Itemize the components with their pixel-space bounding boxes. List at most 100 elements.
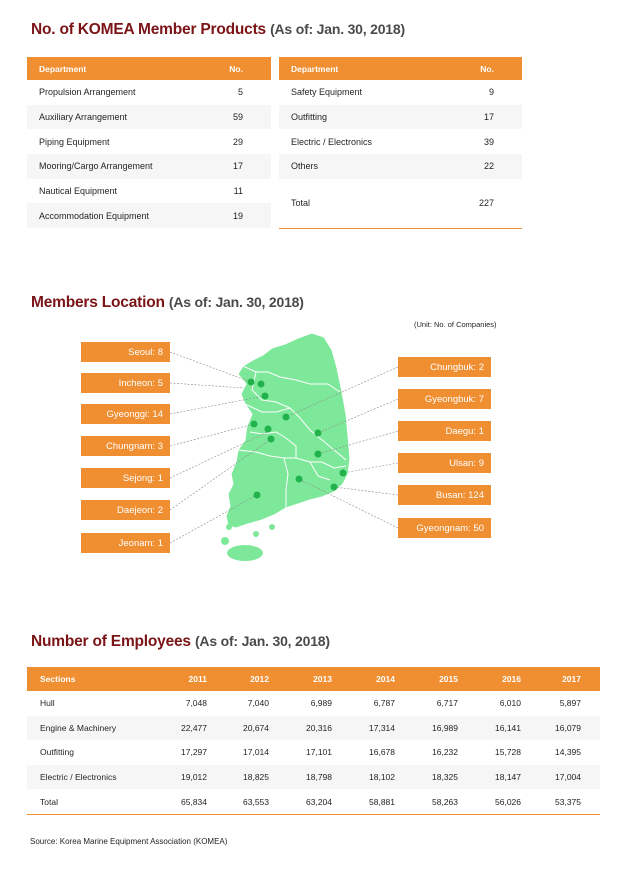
island-shape: [226, 524, 232, 530]
leader-line-sejong: [169, 429, 273, 479]
value-cell: 16,678: [369, 747, 395, 758]
employees-table: Sections 2011 2012 2013 2014 2015 2016 2…: [27, 667, 600, 815]
leader-line-chungnam: [169, 423, 255, 447]
table-row: Piping Equipment 29: [27, 129, 271, 154]
header-year: 2012: [250, 674, 269, 684]
marker-jeonam: [253, 491, 261, 499]
value-cell: 18,825: [243, 772, 269, 783]
value-cell: 17,004: [555, 772, 581, 783]
total-value: 227: [478, 198, 494, 209]
count-cell: 17: [232, 161, 243, 172]
table-header: Sections 2011 2012 2013 2014 2015 2016 2…: [27, 667, 600, 691]
leader-line-ulsan: [342, 462, 399, 474]
value-cell: 17,314: [369, 722, 395, 733]
value-cell: 56,026: [495, 796, 521, 807]
value-cell: 20,674: [243, 722, 269, 733]
location-title-text: Members Location: [31, 294, 165, 311]
header-department: Department: [39, 63, 87, 74]
table-row: Accommodation Equipment 19: [27, 203, 271, 229]
value-cell: 6,010: [499, 698, 521, 709]
count-cell: 39: [483, 136, 494, 147]
label-gyeongbuk: Gyeongbuk: 7: [398, 389, 491, 409]
leader-line-jeonam: [169, 494, 258, 544]
dept-cell: Piping Equipment: [39, 136, 110, 147]
value-cell: 6,717: [436, 698, 458, 709]
marker-daegu: [314, 450, 322, 458]
table-row: Auxiliary Arrangement 59: [27, 104, 271, 130]
count-cell: 59: [232, 112, 243, 123]
header-year: 2014: [376, 674, 395, 684]
location-as-of: (As of: Jan. 30, 2018): [168, 294, 304, 310]
value-cell: 18,147: [495, 772, 521, 783]
count-cell: 22: [483, 161, 494, 172]
dept-cell: Safety Equipment: [291, 87, 363, 98]
header-year: 2011: [188, 674, 207, 684]
leader-line-gyeonggi: [169, 395, 265, 415]
value-cell: 53,375: [555, 796, 581, 807]
label-ulsan: Ulsan: 9: [398, 453, 491, 473]
table-row: Hull 7,048 7,040 6,989 6,787 6,717 6,010…: [27, 691, 600, 716]
value-cell: 18,102: [369, 772, 395, 783]
marker-chungnam: [250, 420, 258, 428]
location-markers: [247, 378, 347, 499]
products-title: No. of KOMEA Member Products (As of: Jan…: [31, 21, 405, 39]
dept-cell: Auxiliary Arrangement: [39, 112, 128, 123]
province-borders: [237, 365, 347, 508]
value-cell: 5,897: [559, 698, 581, 709]
value-cell: 65,834: [181, 796, 207, 807]
marker-ulsan: [339, 469, 347, 477]
value-cell: 22,477: [181, 722, 207, 733]
marker-daejeon: [267, 435, 275, 443]
header-department: Department: [291, 63, 339, 74]
table-row: Engine & Machinery 22,477 20,674 20,316 …: [27, 715, 600, 741]
korea-mainland-shape: [225, 332, 351, 529]
leader-line-gyeongbuk: [317, 398, 399, 434]
products-title-text: No. of KOMEA Member Products: [31, 21, 266, 38]
products-left-table: Department No. Propulsion Arrangement 5 …: [27, 57, 271, 229]
total-row: Total 227: [279, 179, 522, 229]
value-cell: 16,079: [555, 722, 581, 733]
header-sections: Sections: [40, 674, 76, 684]
label-chungbuk: Chungbuk: 2: [398, 357, 491, 377]
employees-as-of: (As of: Jan. 30, 2018): [194, 633, 330, 649]
value-cell: 7,048: [185, 698, 207, 709]
table-row: Electric / Electronics 39: [279, 129, 522, 154]
label-busan: Busan: 124: [398, 485, 491, 505]
value-cell: 63,553: [243, 796, 269, 807]
header-year: 2017: [562, 674, 581, 684]
marker-gyeongnam: [295, 475, 303, 483]
leader-line-daejeon: [169, 438, 272, 511]
island-shape: [253, 531, 259, 537]
value-cell: 7,040: [247, 698, 269, 709]
jeju-island-shape: [227, 545, 263, 561]
value-cell: 6,787: [373, 698, 395, 709]
table-row: Electric / Electronics 19,012 18,825 18,…: [27, 764, 600, 790]
count-cell: 11: [233, 186, 243, 197]
label-chungnam: Chungnam: 3: [81, 436, 170, 456]
total-row: Total 65,834 63,553 63,204 58,881 58,263…: [27, 789, 600, 815]
unit-note: (Unit: No. of Companies): [414, 320, 497, 329]
dept-cell: Propulsion Arrangement: [39, 87, 136, 98]
leader-lines: [169, 351, 399, 544]
table-row: Safety Equipment 9: [279, 80, 522, 105]
section-cell: Outfitting: [40, 747, 75, 758]
table-row: Propulsion Arrangement 5: [27, 80, 271, 105]
table-row: Others 22: [279, 154, 522, 179]
section-cell: Hull: [40, 698, 55, 709]
leader-line-seoul: [169, 351, 252, 383]
dept-cell: Others: [291, 161, 319, 172]
dept-cell: Mooring/Cargo Arrangement: [39, 161, 153, 172]
value-cell: 18,798: [306, 772, 332, 783]
total-label: Total: [291, 198, 311, 209]
table-row: Outfitting 17,297 17,014 17,101 16,678 1…: [27, 740, 600, 765]
table-header: Department No.: [279, 57, 522, 80]
island-shape: [221, 537, 229, 545]
dept-cell: Accommodation Equipment: [39, 210, 150, 221]
value-cell: 16,141: [495, 722, 521, 733]
value-cell: 16,989: [432, 722, 458, 733]
value-cell: 18,325: [432, 772, 458, 783]
leader-line-busan: [333, 486, 399, 496]
count-cell: 19: [232, 210, 243, 221]
dept-cell: Nautical Equipment: [39, 186, 118, 197]
